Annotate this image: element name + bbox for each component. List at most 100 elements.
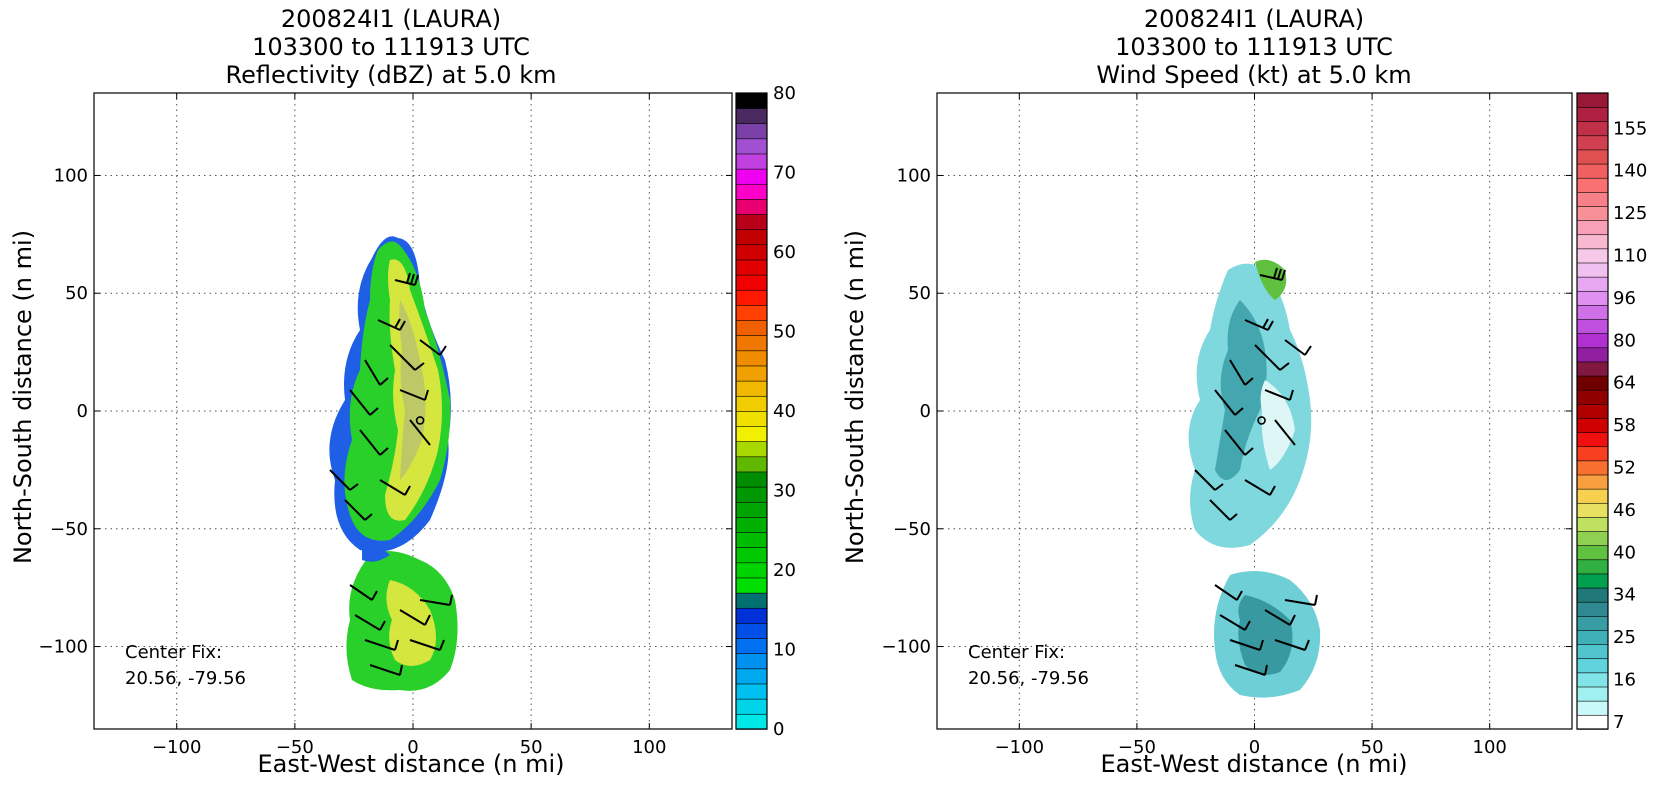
reflectivity-colorbar-tick-label: 10 — [773, 640, 796, 661]
wind-speed-colorbar-tick-label: 52 — [1613, 458, 1636, 479]
reflectivity-center-marker — [415, 416, 425, 425]
wind-speed-colorbar-swatch — [1576, 629, 1609, 645]
reflectivity-colorbar-swatch — [735, 198, 768, 215]
wind-speed-title-line-2: 103300 to 111913 UTC — [1115, 33, 1393, 61]
reflectivity-colorbar-swatch — [735, 395, 768, 412]
reflectivity-colorbar-swatch — [735, 622, 768, 639]
reflectivity-colorbar-tick-label: 20 — [773, 560, 796, 581]
reflectivity-center-fix-label: Center Fix: — [125, 642, 222, 663]
wind-speed-colorbar-swatch — [1576, 276, 1609, 292]
reflectivity-title-line-2: 103300 to 111913 UTC — [252, 33, 530, 61]
wind-speed-x-axis-label: East-West distance (n mi) — [1100, 750, 1407, 778]
wind-speed-colorbar-tick-label: 155 — [1613, 118, 1647, 139]
reflectivity-y-tick-label: 50 — [65, 283, 88, 304]
reflectivity-x-ticks: −100 −50 0 50 100 — [152, 93, 666, 758]
wind-speed-colorbar-swatch — [1576, 290, 1609, 306]
wind-speed-colorbar-swatch — [1576, 714, 1609, 730]
reflectivity-colorbar-ticks: 0 10 20 30 40 50 60 70 80 — [773, 83, 796, 740]
wind-speed-colorbar-swatch — [1576, 361, 1609, 377]
wind-speed-colorbar-swatch — [1576, 318, 1609, 334]
wind-speed-y-axis-label: North-South distance (n mi) — [841, 230, 869, 564]
wind-speed-x-ticks: −100 −50 0 50 100 — [995, 93, 1507, 758]
reflectivity-y-tick-label: 100 — [54, 165, 88, 186]
wind-speed-colorbar-swatch — [1576, 248, 1609, 264]
wind-speed-colorbar-swatch — [1576, 304, 1609, 320]
reflectivity-colorbar-swatch — [735, 350, 768, 367]
wind-speed-colorbar-swatch — [1576, 135, 1609, 151]
reflectivity-colorbar-tick-label: 70 — [773, 163, 796, 184]
reflectivity-center-fix-coords: 20.56, -79.56 — [125, 668, 246, 689]
reflectivity-x-axis-label: East-West distance (n mi) — [257, 750, 564, 778]
reflectivity-colorbar-swatch — [735, 531, 768, 548]
wind-speed-colorbar-swatch — [1576, 460, 1609, 476]
reflectivity-wind-barbs — [329, 272, 453, 676]
reflectivity-colorbar-swatch — [735, 607, 768, 624]
wind-speed-panel: 200824I1 (LAURA) 103300 to 111913 UTC Wi… — [841, 5, 1647, 778]
wind-speed-colorbar-swatch — [1576, 219, 1609, 236]
reflectivity-colorbar-swatch — [735, 274, 768, 291]
reflectivity-x-tick-label: 50 — [520, 737, 543, 758]
wind-speed-colorbar-swatch — [1576, 417, 1609, 433]
wind-speed-colorbar-swatch — [1576, 205, 1609, 221]
wind-speed-colorbar-swatch — [1576, 488, 1609, 504]
wind-speed-colorbar-swatch — [1576, 573, 1609, 589]
wind-speed-colorbar-swatch — [1576, 446, 1609, 462]
reflectivity-colorbar-swatch — [735, 683, 768, 700]
reflectivity-y-tick-label: −100 — [39, 637, 88, 658]
reflectivity-colorbar-swatch — [735, 546, 768, 564]
wind-speed-colorbar-tick-label: 80 — [1613, 330, 1636, 351]
reflectivity-colorbar — [735, 92, 768, 730]
wind-speed-y-ticks: 100 50 0 −50 −100 — [882, 165, 1572, 658]
reflectivity-title-line-3: Reflectivity (dBZ) at 5.0 km — [226, 61, 557, 89]
reflectivity-colorbar-swatch — [735, 319, 768, 336]
reflectivity-colorbar-swatch — [735, 138, 768, 155]
reflectivity-colorbar-swatch — [735, 592, 768, 609]
reflectivity-y-axis-label: North-South distance (n mi) — [9, 230, 37, 564]
wind-speed-colorbar-swatch — [1576, 262, 1609, 278]
wind-speed-colorbar-swatch — [1576, 347, 1609, 363]
reflectivity-colorbar-swatch — [735, 334, 768, 352]
reflectivity-colorbar-swatch — [735, 652, 768, 670]
reflectivity-title-line-1: 200824I1 (LAURA) — [281, 5, 501, 33]
wind-speed-colorbar-tick-label: 7 — [1613, 712, 1624, 733]
wind-speed-y-tick-label: −100 — [882, 637, 931, 658]
reflectivity-colorbar-tick-label: 30 — [773, 481, 796, 502]
reflectivity-x-tick-label: −100 — [152, 737, 201, 758]
wind-speed-x-tick-label: 50 — [1361, 737, 1384, 758]
wind-speed-colorbar-swatch — [1576, 544, 1609, 561]
reflectivity-y-tick-label: −50 — [50, 519, 88, 540]
wind-speed-title-line-1: 200824I1 (LAURA) — [1144, 5, 1364, 33]
reflectivity-colorbar-swatch — [735, 244, 768, 261]
reflectivity-colorbar-swatch — [735, 486, 768, 503]
wind-speed-colorbar-swatch — [1576, 559, 1609, 575]
wind-speed-colorbar-swatch — [1576, 516, 1609, 532]
wind-speed-colorbar — [1576, 92, 1609, 730]
reflectivity-colorbar-frame — [735, 92, 768, 730]
wind-speed-colorbar-swatch — [1576, 672, 1609, 688]
wind-speed-gridlines — [937, 93, 1572, 729]
wind-speed-colorbar-swatch — [1576, 163, 1609, 179]
wind-speed-colorbar-swatch — [1576, 120, 1609, 137]
reflectivity-colorbar-swatch — [735, 168, 768, 185]
wind-speed-y-tick-label: 50 — [908, 283, 931, 304]
reflectivity-colorbar-tick-label: 50 — [773, 322, 796, 343]
reflectivity-colorbar-swatch — [735, 698, 768, 715]
wind-speed-colorbar-ticks: 7 16 25 34 40 46 52 58 64 80 96 110 125 140 155 — [1613, 118, 1647, 733]
reflectivity-colorbar-swatch — [735, 410, 768, 427]
reflectivity-colorbar-swatch — [735, 365, 768, 382]
reflectivity-colorbar-tick-label: 40 — [773, 401, 796, 422]
wind-speed-wind-barbs — [1194, 267, 1318, 676]
wind-speed-colorbar-swatch — [1576, 149, 1609, 165]
wind-speed-colorbar-tick-label: 46 — [1613, 500, 1636, 521]
reflectivity-colorbar-swatch — [735, 516, 768, 533]
wind-speed-colorbar-swatch — [1576, 474, 1609, 490]
reflectivity-colorbar-swatch — [735, 213, 768, 230]
wind-speed-colorbar-tick-label: 25 — [1613, 627, 1636, 648]
reflectivity-colorbar-swatch — [735, 92, 768, 109]
wind-speed-colorbar-swatch — [1576, 106, 1609, 122]
wind-speed-y-tick-label: 100 — [897, 165, 931, 186]
wind-speed-colorbar-swatch — [1576, 700, 1609, 716]
wind-speed-colorbar-tick-label: 58 — [1613, 415, 1636, 436]
wind-speed-colorbar-tick-label: 64 — [1613, 373, 1636, 394]
wind-speed-colorbar-swatch — [1576, 502, 1609, 518]
